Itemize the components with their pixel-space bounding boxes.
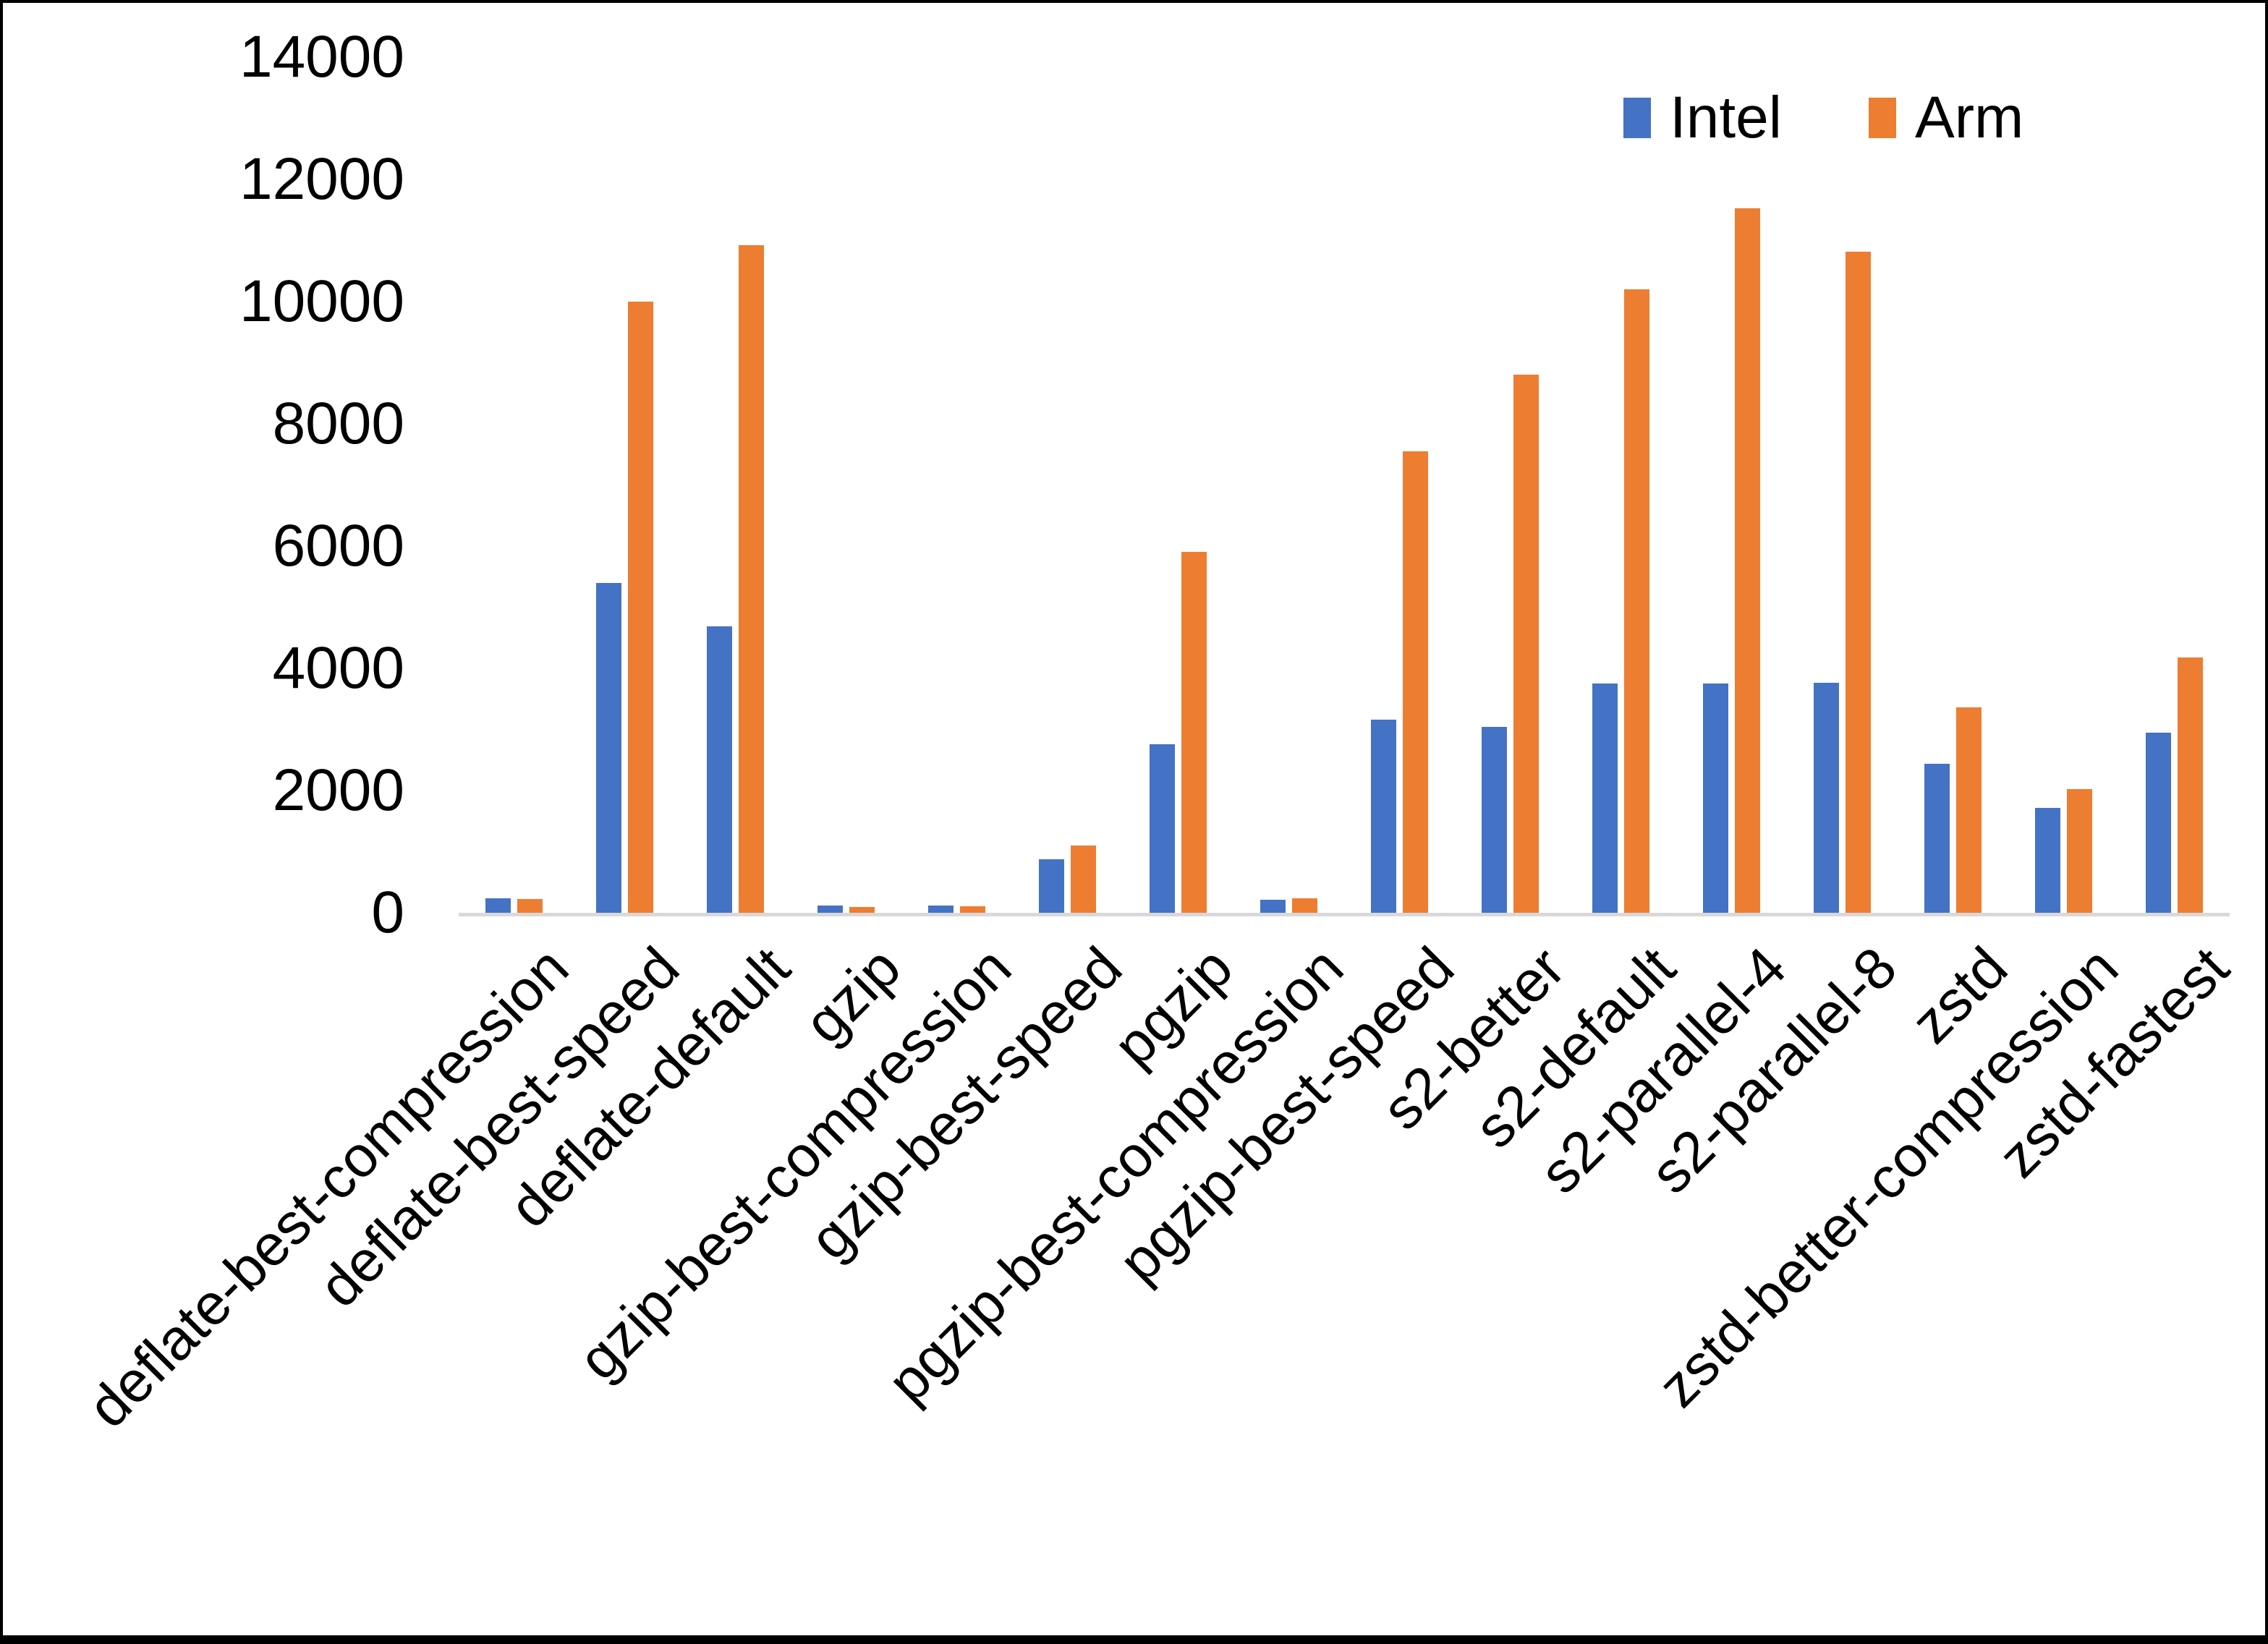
bar-intel-gzip-best-speed xyxy=(1039,859,1064,913)
bar-arm-s2-parallel-8 xyxy=(1846,251,1871,913)
bar-intel-s2-parallel-8 xyxy=(1814,683,1839,913)
bar-intel-deflate-best-compression xyxy=(485,898,511,913)
intel-series-label: Intel xyxy=(1670,85,1782,150)
x-axis-line xyxy=(459,913,2230,916)
bar-arm-gzip-best-compression xyxy=(960,906,985,913)
bar-arm-gzip xyxy=(849,906,875,913)
bar-arm-s2-better xyxy=(1513,375,1539,913)
bar-arm-deflate-best-speed xyxy=(628,302,653,913)
bar-intel-pgzip-best-compression xyxy=(1260,899,1286,913)
y-tick-label-10000: 10000 xyxy=(239,268,404,334)
bar-intel-pgzip xyxy=(1150,744,1175,913)
y-tick-label-4000: 4000 xyxy=(272,635,404,701)
bar-intel-s2-parallel-4 xyxy=(1703,683,1728,913)
y-tick-label-0: 0 xyxy=(371,880,404,945)
y-tick-label-6000: 6000 xyxy=(272,513,404,579)
bar-arm-pgzip-best-speed xyxy=(1403,451,1428,913)
legend: Intel Arm xyxy=(1623,88,2023,148)
bar-intel-s2-better xyxy=(1482,727,1507,913)
bar-intel-zstd-better-compression xyxy=(2035,808,2060,913)
bar-intel-s2-default xyxy=(1592,683,1618,913)
y-tick-label-8000: 8000 xyxy=(272,391,404,456)
bar-intel-deflate-best-speed xyxy=(596,582,621,913)
bar-arm-s2-default xyxy=(1624,289,1649,913)
bar-arm-pgzip-best-compression xyxy=(1292,898,1317,913)
bar-arm-s2-parallel-4 xyxy=(1735,208,1760,913)
bar-intel-deflate-default xyxy=(707,626,732,913)
arm-series-label: Arm xyxy=(1915,85,2024,150)
y-tick-label-2000: 2000 xyxy=(272,757,404,823)
intel-series-swatch xyxy=(1623,98,1651,138)
bar-arm-gzip-best-speed xyxy=(1071,846,1096,913)
bar-intel-pgzip-best-speed xyxy=(1371,719,1396,913)
bar-arm-zstd-better-compression xyxy=(2067,789,2092,913)
bar-arm-deflate-best-compression xyxy=(517,898,543,913)
y-tick-label-14000: 14000 xyxy=(239,24,404,90)
bar-arm-zstd xyxy=(1956,707,1982,913)
legend-item-arm: Arm xyxy=(1869,88,2023,148)
bar-intel-gzip xyxy=(817,905,843,913)
bar-intel-zstd xyxy=(1924,763,1950,913)
bar-arm-deflate-default xyxy=(739,245,764,913)
legend-item-intel: Intel xyxy=(1623,88,1782,148)
bar-intel-zstd-fastest xyxy=(2146,732,2171,913)
plot-area xyxy=(459,57,2230,913)
y-tick-label-12000: 12000 xyxy=(239,146,404,212)
bar-intel-gzip-best-compression xyxy=(928,905,954,913)
arm-series-swatch xyxy=(1869,98,1896,138)
bar-arm-zstd-fastest xyxy=(2178,657,2203,913)
bar-arm-pgzip xyxy=(1181,552,1207,913)
